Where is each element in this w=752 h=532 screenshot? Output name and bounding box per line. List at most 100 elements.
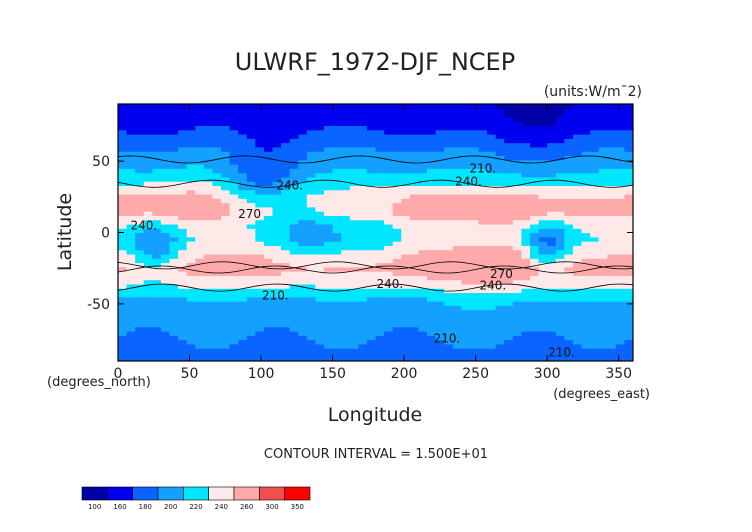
heatmap-cell bbox=[229, 202, 239, 208]
heatmap-cell bbox=[444, 223, 454, 229]
heatmap-cell bbox=[392, 232, 402, 238]
heatmap-cell bbox=[366, 266, 377, 272]
heatmap-cell bbox=[624, 288, 633, 294]
heatmap-cell bbox=[298, 104, 308, 109]
heatmap-cell bbox=[530, 193, 540, 199]
heatmap-cell bbox=[624, 202, 633, 208]
heatmap-cell bbox=[341, 292, 351, 298]
heatmap-cell bbox=[212, 301, 222, 306]
heatmap-cell bbox=[461, 108, 471, 114]
heatmap-cell bbox=[143, 335, 153, 341]
heatmap-cell bbox=[238, 322, 248, 328]
heatmap-cell bbox=[238, 189, 248, 195]
heatmap-cell bbox=[504, 249, 514, 255]
heatmap-cell bbox=[461, 138, 471, 144]
heatmap-cell bbox=[118, 138, 128, 144]
heatmap-cell bbox=[212, 262, 222, 268]
heatmap-cell bbox=[555, 335, 565, 341]
heatmap-cell bbox=[375, 108, 385, 114]
heatmap-cell bbox=[555, 352, 565, 358]
heatmap-cell bbox=[263, 232, 274, 238]
heatmap-cell bbox=[452, 352, 462, 358]
heatmap-cell bbox=[238, 219, 248, 225]
heatmap-cell bbox=[332, 133, 342, 139]
heatmap-cell bbox=[281, 168, 291, 174]
heatmap-cell bbox=[143, 112, 153, 118]
heatmap-cell bbox=[152, 116, 162, 122]
heatmap-cell bbox=[521, 339, 531, 345]
heatmap-cell bbox=[461, 258, 471, 264]
heatmap-cell bbox=[263, 116, 274, 122]
heatmap-cell bbox=[186, 193, 196, 199]
heatmap-cell bbox=[341, 279, 351, 285]
heatmap-cell bbox=[349, 275, 359, 281]
heatmap-cell bbox=[332, 356, 342, 361]
heatmap-cell bbox=[564, 262, 574, 268]
heatmap-cell bbox=[409, 206, 420, 212]
heatmap-cell bbox=[238, 116, 248, 122]
heatmap-cell bbox=[152, 129, 162, 135]
heatmap-cell bbox=[495, 129, 505, 135]
heatmap-cell bbox=[186, 142, 196, 148]
heatmap-cell bbox=[195, 142, 205, 148]
heatmap-cell bbox=[152, 253, 162, 259]
heatmap-cell bbox=[427, 142, 437, 148]
heatmap-cell bbox=[615, 206, 626, 212]
contour-line bbox=[118, 283, 633, 292]
heatmap-cell bbox=[435, 108, 445, 114]
heatmap-cell bbox=[478, 253, 488, 259]
heatmap-cell bbox=[272, 159, 282, 165]
heatmap-cell bbox=[607, 185, 617, 191]
heatmap-cell bbox=[469, 112, 480, 118]
heatmap-cell bbox=[384, 241, 394, 246]
heatmap-cell bbox=[495, 266, 505, 272]
heatmap-cell bbox=[160, 343, 171, 349]
heatmap-cell bbox=[598, 288, 608, 294]
heatmap-cell bbox=[444, 116, 454, 122]
heatmap-cell bbox=[238, 275, 248, 281]
heatmap-cell bbox=[246, 215, 256, 221]
heatmap-cell bbox=[195, 249, 205, 255]
heatmap-cell bbox=[392, 223, 402, 229]
heatmap-cell bbox=[126, 168, 136, 174]
heatmap-cell bbox=[366, 129, 377, 135]
heatmap-cell bbox=[427, 172, 437, 178]
heatmap-cell bbox=[624, 206, 633, 212]
heatmap-cell bbox=[435, 172, 445, 178]
heatmap-cell bbox=[598, 335, 608, 341]
heatmap-cell bbox=[272, 163, 282, 169]
heatmap-cell bbox=[444, 356, 454, 361]
heatmap-cell bbox=[555, 279, 565, 285]
heatmap-cell bbox=[547, 258, 557, 264]
heatmap-cell bbox=[581, 155, 591, 161]
heatmap-cell bbox=[572, 108, 583, 114]
heatmap-cell bbox=[298, 172, 308, 178]
heatmap-cell bbox=[272, 245, 282, 251]
heatmap-cell bbox=[281, 309, 291, 315]
heatmap-cell bbox=[512, 271, 523, 276]
heatmap-cell bbox=[409, 121, 420, 127]
heatmap-cell bbox=[126, 352, 136, 358]
heatmap-cell bbox=[324, 348, 334, 354]
heatmap-cell bbox=[487, 339, 497, 345]
heatmap-cell bbox=[478, 318, 488, 324]
heatmap-cell bbox=[478, 301, 488, 306]
heatmap-cell bbox=[487, 104, 497, 109]
heatmap-cell bbox=[160, 129, 171, 135]
heatmap-cell bbox=[435, 206, 445, 212]
heatmap-cell bbox=[521, 142, 531, 148]
heatmap-cell bbox=[366, 326, 377, 332]
heatmap-cell bbox=[538, 348, 548, 354]
heatmap-cell bbox=[435, 155, 445, 161]
heatmap-cell bbox=[547, 331, 557, 336]
heatmap-cell bbox=[118, 352, 128, 358]
heatmap-cell bbox=[435, 249, 445, 255]
heatmap-cell bbox=[263, 155, 274, 161]
heatmap-cell bbox=[255, 292, 265, 298]
heatmap-cell bbox=[195, 292, 205, 298]
heatmap-cell bbox=[126, 335, 136, 341]
heatmap-cell bbox=[349, 189, 359, 195]
heatmap-cell bbox=[461, 275, 471, 281]
heatmap-cell bbox=[452, 172, 462, 178]
